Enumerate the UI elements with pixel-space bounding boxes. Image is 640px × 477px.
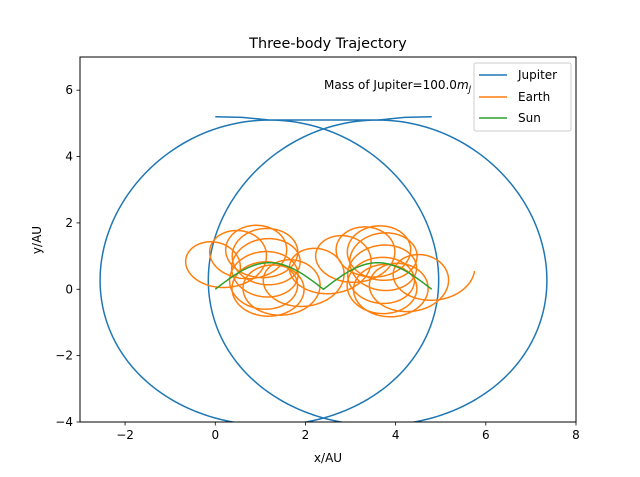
y-tick-label: −4 <box>55 415 73 429</box>
x-tick-label: 4 <box>392 428 400 442</box>
x-tick-label: 6 <box>482 428 490 442</box>
series-layer <box>99 115 548 422</box>
legend-label-sun: Sun <box>518 111 541 125</box>
y-tick-label: 6 <box>65 83 73 97</box>
mass-annotation-text: Mass of Jupiter=100.0 <box>324 78 457 92</box>
y-tick-label: 0 <box>65 282 73 296</box>
mass-annotation-subscript: J <box>467 85 472 95</box>
earth-trajectory <box>184 224 476 318</box>
chart-title: Three-body Trajectory <box>248 36 407 52</box>
jupiter-trajectory <box>99 115 548 422</box>
legend-box <box>473 62 572 132</box>
sun-trajectory <box>214 261 433 291</box>
x-tick-label: 2 <box>302 428 310 442</box>
plot-frame <box>79 56 577 423</box>
y-tick-label: 4 <box>65 150 73 164</box>
legend-label-jupiter: Jupiter <box>517 68 557 82</box>
y-tick-label: −2 <box>55 349 73 363</box>
mass-annotation: Mass of Jupiter=100.0mJ <box>324 78 472 95</box>
ticks-layer: −2 0 2 4 6 8 −4 −2 0 2 4 6 <box>55 83 580 442</box>
x-axis-label: x/AU <box>314 451 342 465</box>
legend-label-earth: Earth <box>518 90 550 104</box>
x-tick-label: −2 <box>116 428 134 442</box>
y-axis-label: y/AU <box>30 226 44 254</box>
mass-annotation-symbol: m <box>457 78 469 92</box>
legend: Jupiter Earth Sun <box>473 62 572 132</box>
x-tick-label: 0 <box>211 428 219 442</box>
x-tick-label: 8 <box>572 428 580 442</box>
y-tick-label: 2 <box>65 216 73 230</box>
